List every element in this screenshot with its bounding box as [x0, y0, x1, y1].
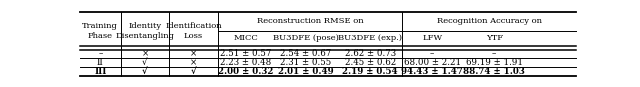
Text: –: –: [430, 50, 435, 58]
Text: Training
Phase: Training Phase: [83, 22, 118, 40]
Text: Recognition Accuracy on: Recognition Accuracy on: [436, 17, 541, 25]
Text: BU3DFE (exp.): BU3DFE (exp.): [338, 34, 402, 42]
Text: √: √: [142, 67, 148, 76]
Text: BU3DFE (pose): BU3DFE (pose): [273, 34, 339, 42]
Text: 68.00 ± 2.21: 68.00 ± 2.21: [404, 58, 461, 67]
Text: Reconstruction RMSE on: Reconstruction RMSE on: [257, 17, 364, 25]
Text: II: II: [97, 58, 104, 67]
Text: MICC: MICC: [234, 34, 258, 42]
Text: Identity
Disentangling: Identity Disentangling: [115, 22, 175, 40]
Text: –: –: [492, 50, 497, 58]
Text: 69.19 ± 1.91: 69.19 ± 1.91: [466, 58, 523, 67]
Text: –: –: [98, 50, 102, 58]
Text: 88.74 ± 1.03: 88.74 ± 1.03: [463, 67, 525, 76]
Text: 2.00 ± 0.32: 2.00 ± 0.32: [218, 67, 273, 76]
Text: Identification
Loss: Identification Loss: [165, 22, 222, 40]
Text: 2.31 ± 0.55: 2.31 ± 0.55: [280, 58, 332, 67]
Text: √: √: [142, 58, 148, 67]
Text: 2.01 ± 0.49: 2.01 ± 0.49: [278, 67, 333, 76]
Text: ×: ×: [190, 58, 197, 67]
Text: ×: ×: [190, 50, 197, 58]
Text: √: √: [191, 67, 196, 76]
Text: III: III: [94, 67, 106, 76]
Text: 2.45 ± 0.62: 2.45 ± 0.62: [344, 58, 396, 67]
Text: LFW: LFW: [422, 34, 442, 42]
Text: 2.54 ± 0.67: 2.54 ± 0.67: [280, 50, 332, 58]
Text: ×: ×: [141, 50, 148, 58]
Text: YTF: YTF: [486, 34, 503, 42]
Text: 2.19 ± 0.54: 2.19 ± 0.54: [342, 67, 398, 76]
Text: 2.62 ± 0.73: 2.62 ± 0.73: [344, 50, 396, 58]
Text: 2.23 ± 0.48: 2.23 ± 0.48: [220, 58, 271, 67]
Text: 94.43 ± 1.47: 94.43 ± 1.47: [401, 67, 463, 76]
Text: 2.51 ± 0.57: 2.51 ± 0.57: [220, 50, 271, 58]
